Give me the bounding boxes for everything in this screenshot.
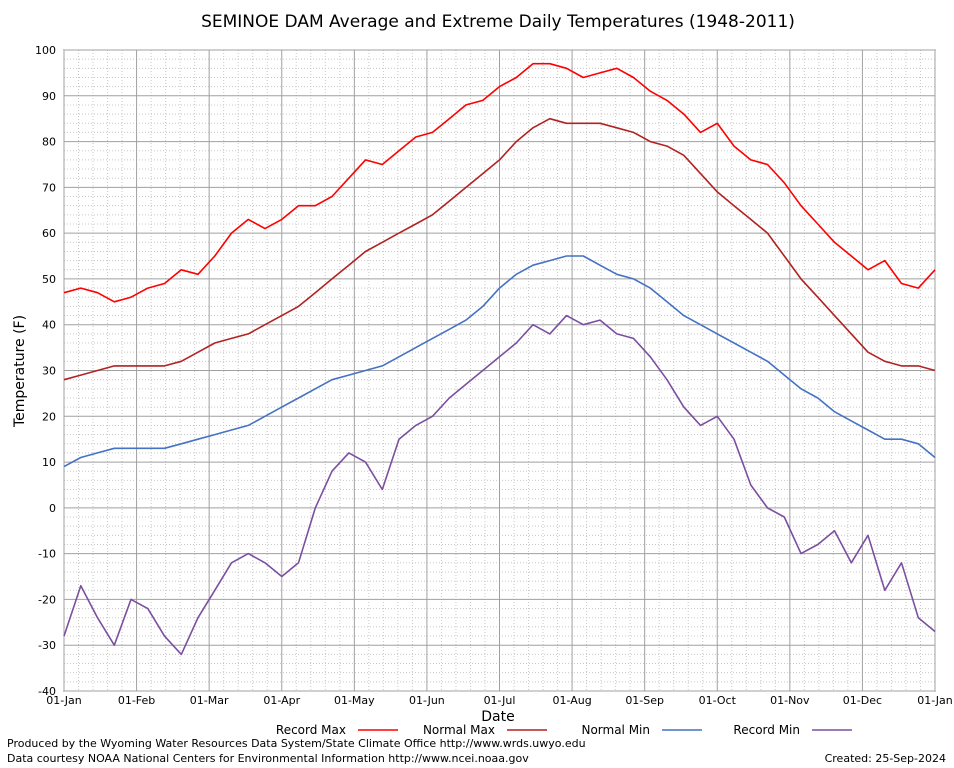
series-lines — [63, 62, 936, 656]
x-tick-label: 01-Oct — [699, 694, 737, 707]
footer-produced-by: Produced by the Wyoming Water Resources … — [7, 737, 586, 750]
y-axis-label: Temperature (F) — [12, 315, 28, 428]
footer-created-date: Created: 25-Sep-2024 — [824, 752, 946, 765]
legend-label-record-min: Record Min — [733, 723, 800, 737]
y-tick-label: -40 — [38, 685, 56, 698]
series-line-record-max — [63, 62, 936, 303]
y-tick-label: 30 — [42, 365, 56, 378]
x-tick-label: 01-Feb — [118, 694, 155, 707]
y-tick-label: 10 — [42, 456, 56, 469]
legend-label-normal-min: Normal Min — [581, 723, 650, 737]
x-tick-label: 01-Apr — [263, 694, 300, 707]
chart-title: SEMINOE DAM Average and Extreme Daily Te… — [201, 12, 795, 32]
x-tick-label: 01-Jan — [917, 694, 953, 707]
grid — [63, 49, 936, 692]
series-line-normal-max — [63, 117, 936, 381]
y-tick-label: -10 — [38, 548, 56, 561]
x-tick-label: 01-May — [334, 694, 375, 707]
x-tick-label: 01-Jan — [46, 694, 82, 707]
y-tick-label: 40 — [42, 319, 56, 332]
y-tick-label: 0 — [49, 502, 56, 515]
legend: Record Max Normal Max Normal Min Record Min — [276, 723, 852, 737]
x-tick-label: 01-Aug — [552, 694, 591, 707]
x-axis-label: Date — [481, 709, 514, 725]
y-tick-label: 90 — [42, 90, 56, 103]
y-tick-label: 20 — [42, 410, 56, 423]
footer-data-courtesy: Data courtesy NOAA National Centers for … — [7, 752, 529, 765]
x-tick-label: 01-Dec — [843, 694, 882, 707]
y-tick-label: 70 — [42, 181, 56, 194]
y-tick-label: 100 — [35, 44, 56, 57]
x-axis: 01-Jan 01-Feb 01-Mar 01-Apr 01-May 01-Jun 01-J… — [46, 694, 953, 707]
y-tick-label: 50 — [42, 273, 56, 286]
series-line-record-min — [63, 314, 936, 656]
y-tick-label: -30 — [38, 639, 56, 652]
y-tick-label: -20 — [38, 593, 56, 606]
legend-label-record-max: Record Max — [276, 723, 346, 737]
x-tick-label: 01-Jul — [484, 694, 516, 707]
x-tick-label: 01-Jun — [409, 694, 445, 707]
x-tick-label: 01-Mar — [190, 694, 229, 707]
y-tick-label: 80 — [42, 136, 56, 149]
legend-label-normal-max: Normal Max — [423, 723, 495, 737]
x-tick-label: 01-Nov — [770, 694, 810, 707]
y-tick-label: 60 — [42, 227, 56, 240]
series-line-normal-min — [63, 255, 936, 468]
x-tick-label: 01-Sep — [625, 694, 664, 707]
